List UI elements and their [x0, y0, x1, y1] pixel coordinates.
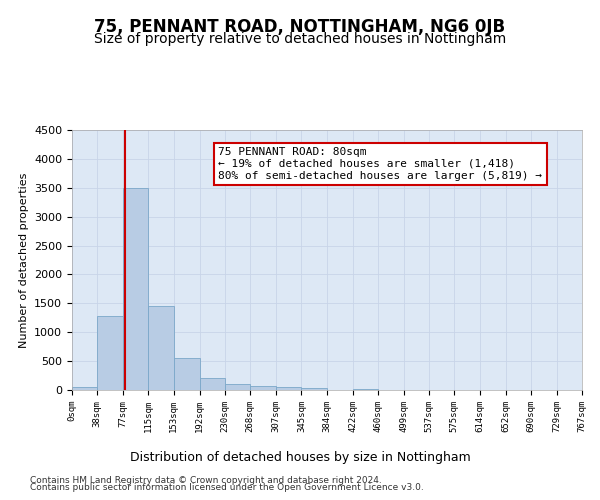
Text: Distribution of detached houses by size in Nottingham: Distribution of detached houses by size … [130, 451, 470, 464]
Y-axis label: Number of detached properties: Number of detached properties [19, 172, 29, 348]
Text: Size of property relative to detached houses in Nottingham: Size of property relative to detached ho… [94, 32, 506, 46]
Bar [72, 387, 97, 390]
Text: 75 PENNANT ROAD: 80sqm
← 19% of detached houses are smaller (1,418)
80% of semi-: 75 PENNANT ROAD: 80sqm ← 19% of detached… [218, 148, 542, 180]
Bar [97, 316, 123, 390]
Bar [353, 389, 378, 390]
Text: 75, PENNANT ROAD, NOTTINGHAM, NG6 0JB: 75, PENNANT ROAD, NOTTINGHAM, NG6 0JB [94, 18, 506, 36]
Bar [301, 388, 328, 390]
Bar [225, 384, 250, 390]
Text: Contains HM Land Registry data © Crown copyright and database right 2024.: Contains HM Land Registry data © Crown c… [30, 476, 382, 485]
Bar [174, 358, 200, 390]
Bar [276, 387, 301, 390]
Text: Contains public sector information licensed under the Open Government Licence v3: Contains public sector information licen… [30, 484, 424, 492]
Bar [123, 188, 148, 390]
Bar [148, 306, 174, 390]
Bar [200, 378, 225, 390]
Bar [250, 386, 276, 390]
